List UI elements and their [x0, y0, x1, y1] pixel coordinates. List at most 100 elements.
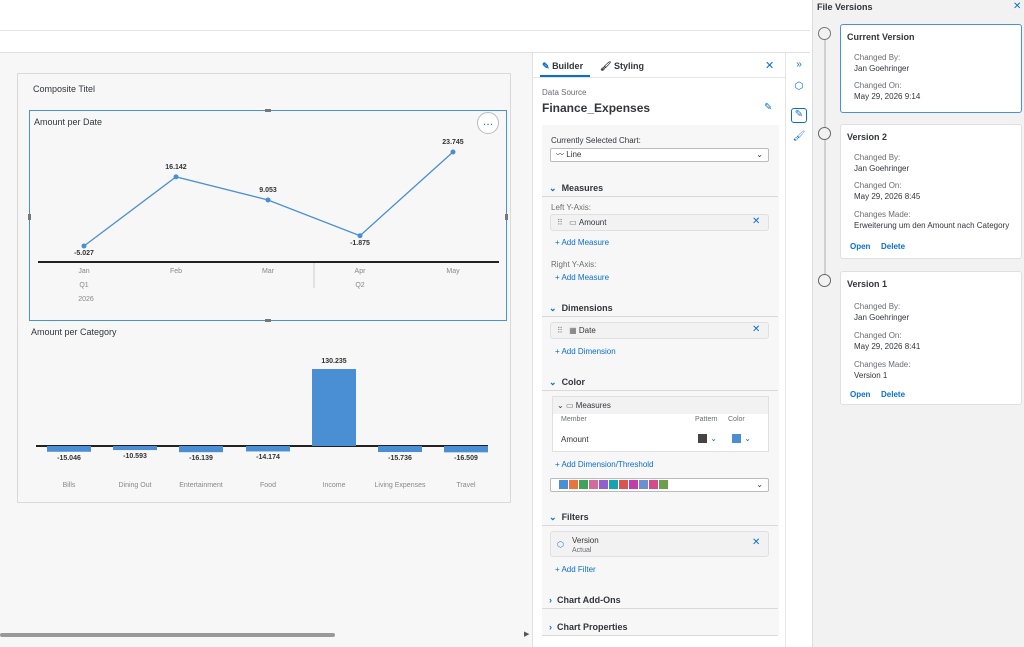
remove-dimension-icon[interactable]: ✕ [752, 324, 761, 335]
resize-handle-left[interactable] [28, 214, 31, 220]
chart-type-select[interactable]: 〰 Line ⌄ [550, 148, 769, 162]
line-point[interactable] [173, 174, 179, 180]
measure-amount-label: Amount [578, 218, 607, 227]
chevron-right-icon: › [549, 622, 552, 632]
palette-swatch [599, 480, 608, 490]
bar-data-label: -15.736 [388, 455, 412, 463]
bar-data-label: -10.593 [123, 453, 147, 461]
bar[interactable] [246, 446, 290, 452]
delete-version-button[interactable]: Delete [881, 242, 906, 251]
bar[interactable] [378, 446, 422, 453]
color-picker[interactable]: ⌄ [732, 434, 751, 444]
add-measure-right-button[interactable]: + Add Measure [555, 273, 609, 282]
add-threshold-button[interactable]: + Add Dimension/Threshold [555, 460, 654, 469]
add-filter-button[interactable]: + Add Filter [555, 565, 596, 574]
add-dimension-button[interactable]: + Add Dimension [555, 347, 616, 356]
drag-handle-icon[interactable]: ⠿ [557, 218, 563, 227]
divider [542, 608, 778, 609]
line-data-label: 16.142 [165, 163, 187, 171]
resize-handle-right[interactable] [505, 214, 508, 220]
version-card-1[interactable]: Version 1 Changed By: Jan Goehringer Cha… [840, 271, 1022, 405]
styling-icon[interactable]: 🖌 [792, 131, 806, 142]
resize-handle-bottom[interactable] [265, 319, 271, 322]
x-tick-label: Income [322, 482, 346, 489]
cube-icon[interactable]: ⬡ [794, 81, 804, 92]
composite-card[interactable] [17, 73, 511, 503]
remove-measure-icon[interactable]: ✕ [752, 216, 761, 227]
line-data-label: 9.053 [259, 186, 277, 194]
open-version-button[interactable]: Open [850, 390, 871, 399]
chevron-down-icon: ⌄ [710, 434, 717, 443]
line-point[interactable] [265, 197, 271, 203]
version-card-2[interactable]: Version 2 Changed By: Jan Goehringer Cha… [840, 124, 1022, 259]
delete-version-button[interactable]: Delete [881, 390, 906, 399]
line-point[interactable] [81, 243, 87, 249]
palette-swatch [639, 480, 648, 490]
bar[interactable] [312, 369, 356, 446]
filters-section[interactable]: ⌄ Filters [549, 512, 589, 523]
add-measure-left-button[interactable]: + Add Measure [555, 238, 609, 247]
properties-heading: Chart Properties [557, 622, 628, 632]
tab-builder-label: Builder [552, 61, 584, 71]
plus-icon: + [555, 238, 560, 247]
filter-version-token[interactable]: ⬡ Version Actual [550, 531, 769, 557]
resize-handle-top[interactable] [265, 109, 271, 112]
drag-handle-icon[interactable]: ⠿ [557, 326, 563, 335]
bar[interactable] [47, 446, 91, 452]
palette-swatch [609, 480, 618, 490]
color-section[interactable]: ⌄ Color [549, 377, 585, 388]
pattern-picker[interactable]: ⌄ [698, 434, 717, 444]
remove-filter-icon[interactable]: ✕ [752, 537, 761, 548]
palette-swatch [619, 480, 628, 490]
palette-select[interactable]: ⌄ [550, 478, 769, 492]
x-tick-label: Dining Out [118, 482, 152, 489]
x-tick-label: Feb [169, 268, 183, 275]
line-chart[interactable] [38, 149, 499, 289]
divider [542, 635, 778, 636]
bar-data-label: -16.139 [189, 455, 213, 463]
versions-title: File Versions [817, 2, 873, 12]
measures-section[interactable]: ⌄ Measures [549, 183, 603, 194]
edit-data-source-icon[interactable]: ✎ [764, 102, 773, 113]
horizontal-scrollbar[interactable] [0, 633, 335, 637]
tab-styling[interactable]: 🖌 Styling [600, 61, 644, 72]
x-tick-label: Travel [456, 482, 476, 489]
properties-section[interactable]: › Chart Properties [549, 622, 628, 632]
addons-section[interactable]: › Chart Add-Ons [549, 595, 621, 605]
scroll-right-icon[interactable]: ▶ [524, 631, 530, 638]
color-measures-header[interactable]: ⌄ ▭ Measures [553, 397, 768, 414]
calendar-icon: ▦ [569, 326, 577, 335]
selected-chart-frame[interactable] [28, 109, 508, 322]
changes-made-label: Changes Made: [854, 210, 911, 219]
line-point[interactable] [450, 149, 456, 155]
x-tick-label: Entertainment [179, 482, 223, 489]
collapse-panel-icon[interactable]: » [796, 59, 802, 70]
bar[interactable] [113, 446, 157, 451]
close-builder-icon[interactable]: ✕ [765, 60, 775, 72]
dimension-date-token[interactable]: ⠿ ▦ Date [550, 322, 769, 339]
version-name: Version 1 [847, 279, 888, 289]
version-card-current[interactable]: Current Version Changed By: Jan Goehring… [840, 24, 1022, 113]
bar-data-label: -14.174 [256, 454, 280, 462]
close-versions-icon[interactable]: ✕ [1013, 1, 1022, 12]
palette-swatch [579, 480, 588, 490]
filter-icon: ⬡ [557, 540, 564, 549]
composite-title: Composite Titel [33, 84, 96, 94]
palette-swatch [659, 480, 668, 490]
selected-chart-label: Currently Selected Chart: [551, 136, 641, 145]
line-point[interactable] [357, 233, 363, 239]
open-version-button[interactable]: Open [850, 242, 871, 251]
x-tick-label: May [446, 268, 460, 275]
dimensions-section[interactable]: ⌄ Dimensions [549, 303, 613, 314]
tab-builder[interactable]: ✎ Builder [542, 61, 583, 72]
bar-chart[interactable] [36, 369, 488, 453]
changed-by-value: Jan Goehringer [854, 164, 910, 173]
bar[interactable] [179, 446, 223, 453]
add-measure-label: Add Measure [561, 238, 610, 247]
measure-icon: ▭ [565, 401, 574, 410]
line-data-label: 23.745 [442, 139, 464, 146]
measure-amount-token[interactable]: ⠿ ▭ Amount [550, 214, 769, 231]
more-options-icon[interactable]: … [477, 112, 499, 134]
bar[interactable] [444, 446, 488, 453]
builder-icon[interactable]: ✎ [791, 108, 807, 123]
